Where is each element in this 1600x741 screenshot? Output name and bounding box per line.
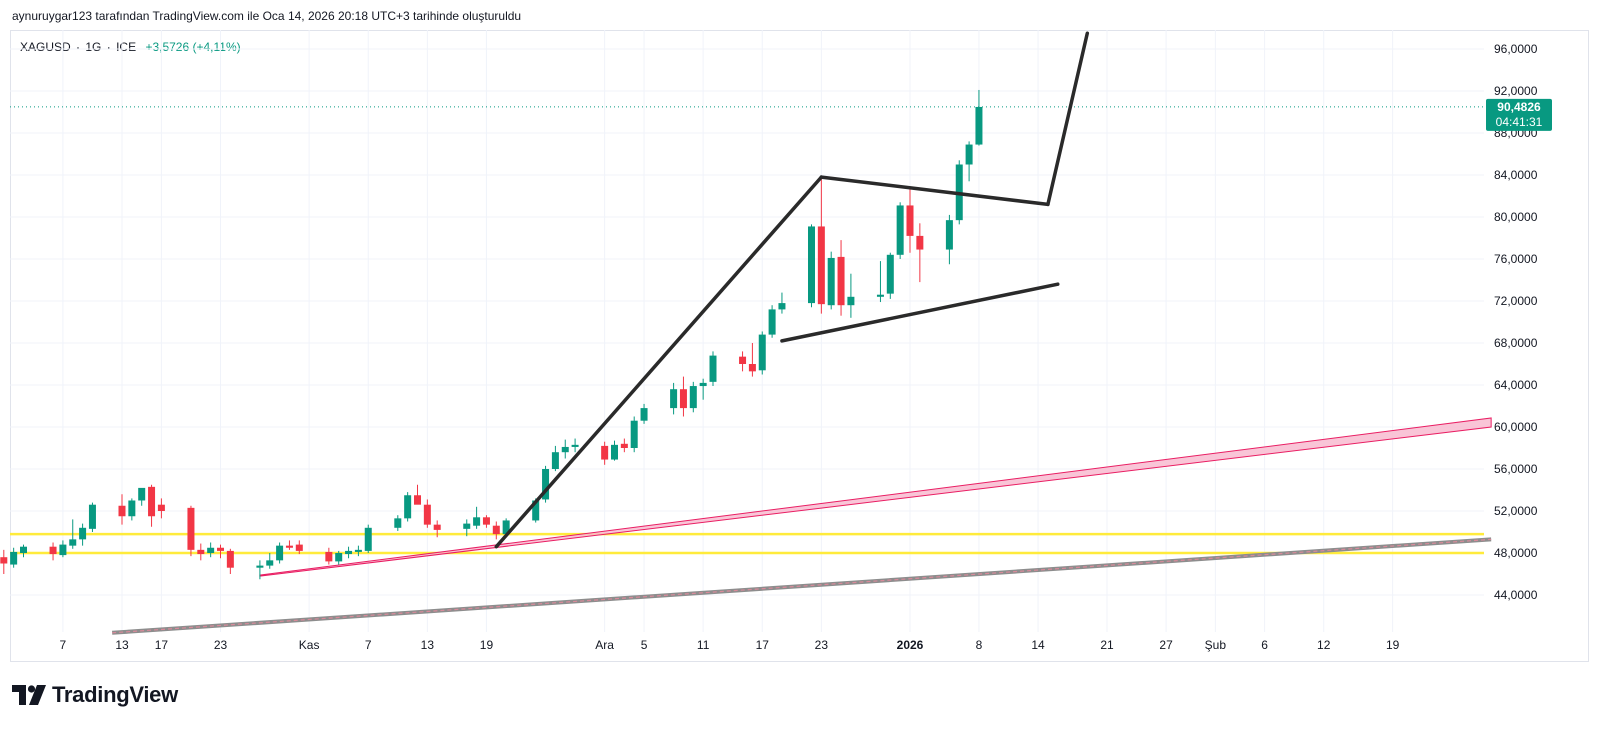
legend-exchange: ICE xyxy=(116,40,137,54)
chart-caption: aynuruygar123 tarafından TradingView.com… xyxy=(12,9,522,23)
tradingview-logo[interactable]: TradingView xyxy=(12,682,178,707)
legend-interval: 1G xyxy=(85,40,102,54)
candle-body xyxy=(0,557,8,564)
legend-change: +3,5726 (+4,11%) xyxy=(145,40,241,54)
tradingview-logo-text: TradingView xyxy=(52,682,178,707)
legend-separator: · xyxy=(106,40,115,54)
legend-symbol: XAGUSD xyxy=(20,40,71,54)
legend-separator: · xyxy=(76,40,84,54)
chart-frame xyxy=(10,30,1589,662)
tradingview-logo-icon xyxy=(12,685,46,705)
symbol-legend[interactable]: XAGUSD · 1G · ICE +3,5726 (+4,11%) xyxy=(20,40,241,54)
